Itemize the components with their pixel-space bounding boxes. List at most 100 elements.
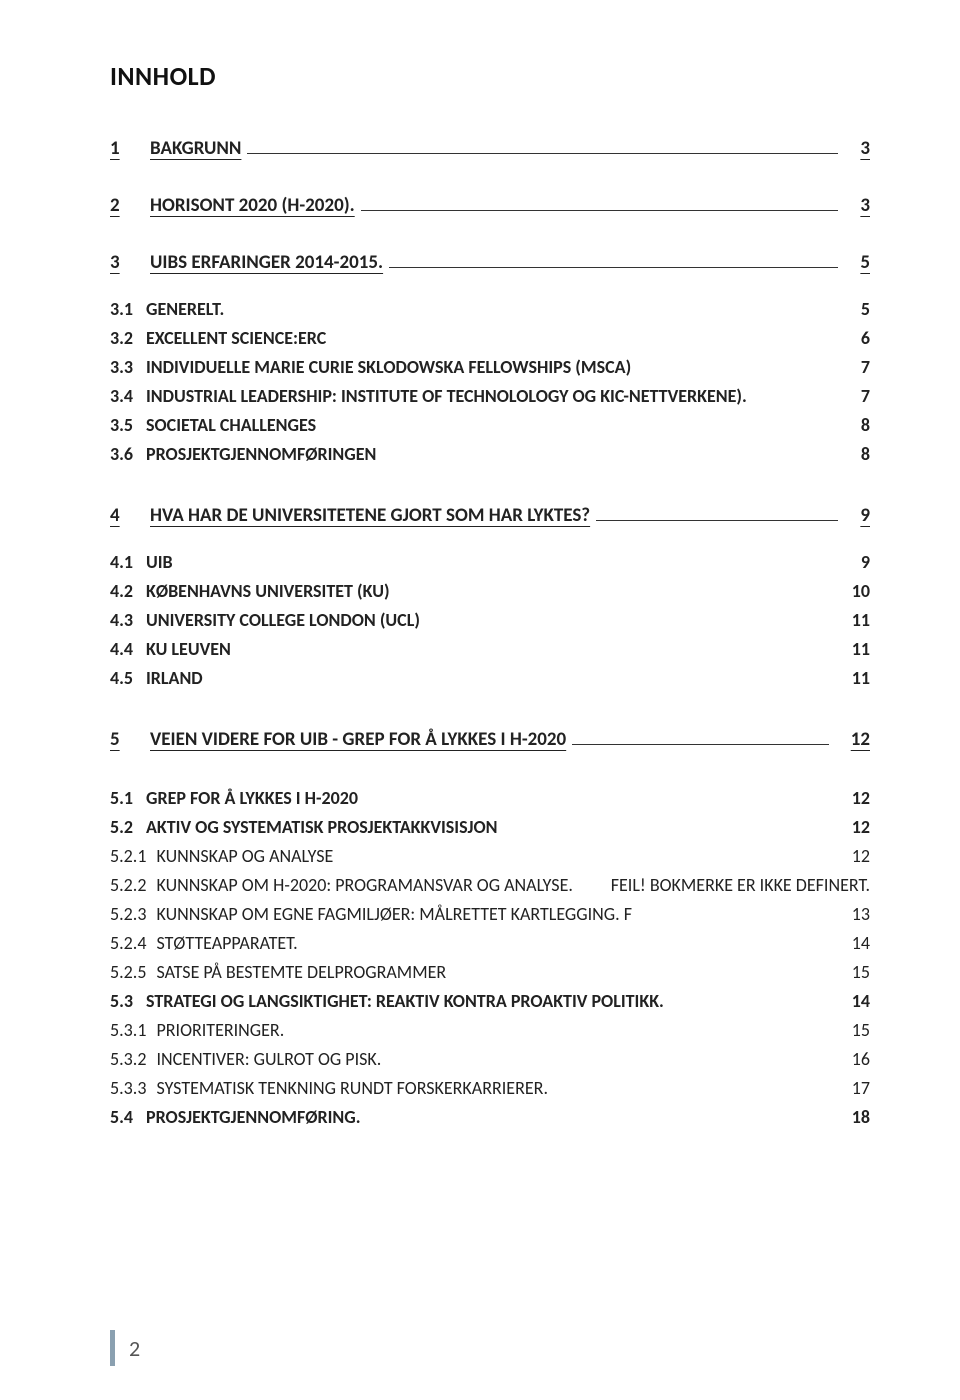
footer-page-number: 2	[129, 1335, 140, 1362]
toc-leader-line	[389, 266, 838, 268]
toc-label: GREP FOR Å LYKKES I H-2020	[146, 785, 358, 812]
toc-page: 6	[861, 325, 870, 352]
toc-page: 3	[860, 194, 870, 217]
toc-number: 4.5	[110, 665, 136, 692]
toc-page: 12	[852, 843, 870, 870]
toc-number: 5.2.4	[110, 930, 146, 957]
page-title: INNHOLD	[110, 60, 870, 92]
toc-heading-2: 4.1UIB9	[110, 549, 870, 576]
toc-label: PROSJEKTGJENNOMFØRINGEN	[146, 441, 376, 468]
toc-page: 8	[861, 412, 870, 439]
toc-heading-1: 3UIBS ERFARINGER 2014-2015.5	[110, 251, 870, 274]
toc-page: 10	[852, 578, 870, 605]
toc-page: 11	[852, 607, 870, 634]
toc-number: 5.4	[110, 1104, 136, 1131]
toc-page: 14	[852, 930, 870, 957]
toc-page: 7	[861, 383, 870, 410]
toc-page: 12	[851, 728, 870, 751]
toc-number: 3.6	[110, 441, 136, 468]
toc-leader-line	[572, 743, 829, 745]
toc-label: KUNNSKAP OM EGNE FAGMILJØER: MÅLRETTET K…	[156, 901, 632, 928]
toc-page: 11	[852, 636, 870, 663]
toc-label: KUNNSKAP OM H-2020: PROGRAMANSVAR OG ANA…	[156, 872, 572, 899]
toc-number: 3	[110, 251, 136, 274]
toc-heading-2: 3.6 PROSJEKTGJENNOMFØRINGEN 8	[110, 441, 870, 468]
toc-heading-2: 3.4 INDUSTRIAL LEADERSHIP: INSTITUTE OF T…	[110, 383, 870, 410]
toc-page: 18	[852, 1104, 870, 1131]
toc-heading-1: 4HVA HAR DE UNIVERSITETENE GJORT SOM HAR…	[110, 504, 870, 527]
toc-heading-3: 5.3.3 SYSTEMATISK TENKNING RUNDT FORSKERK…	[110, 1075, 870, 1102]
toc-number: 5.2.5	[110, 959, 146, 986]
toc-number: 3.1	[110, 296, 136, 323]
toc-gap	[110, 274, 870, 296]
toc-number: 3.5	[110, 412, 136, 439]
toc-leader-line	[596, 519, 838, 521]
toc-page: 9	[860, 504, 870, 527]
toc-heading-3: 5.3.1PRIORITERINGER.15	[110, 1017, 870, 1044]
toc-page: 15	[852, 959, 870, 986]
toc-page: 14	[852, 988, 870, 1015]
toc-label: SYSTEMATISK TENKNING RUNDT FORSKERKARRIE…	[156, 1075, 548, 1102]
toc-number: 4.3	[110, 607, 136, 634]
toc-page: 5	[861, 296, 870, 323]
toc-label: IRLAND	[146, 665, 203, 692]
toc-label: INDIVIDUELLE MARIE CURIE SKLODOWSKA FELL…	[146, 354, 631, 381]
toc-number: 5.3.2	[110, 1046, 146, 1073]
footer-bar-icon	[110, 1330, 115, 1366]
toc-page: 8	[861, 441, 870, 468]
toc-heading-2: 3.2EXCELLENT SCIENCE:ERC6	[110, 325, 870, 352]
toc-number: 3.3	[110, 354, 136, 381]
toc-leader-line	[361, 209, 839, 211]
toc-heading-2: 4.3UNIVERSITY COLLEGE LONDON (UCL)11	[110, 607, 870, 634]
toc-heading-2: 4.4KU LEUVEN11	[110, 636, 870, 663]
toc-label: HORISONT 2020 (H-2020).	[150, 194, 355, 217]
toc-heading-2: 5.3 STRATEGI OG LANGSIKTIGHET: REAKTIV KO…	[110, 988, 870, 1015]
toc-number: 5.1	[110, 785, 136, 812]
toc-label: STRATEGI OG LANGSIKTIGHET: REAKTIV KONTR…	[146, 988, 664, 1015]
toc-page: 7	[861, 354, 870, 381]
toc-heading-2: 3.3 INDIVIDUELLE MARIE CURIE SKLODOWSKA F…	[110, 354, 870, 381]
toc-label: KUNNSKAP OG ANALYSE	[156, 843, 333, 870]
toc-label: AKTIV OG SYSTEMATISK PROSJEKTAKKVISISJON	[146, 814, 498, 841]
toc-gap	[110, 470, 870, 504]
toc-heading-2: 4.2 KØBENHAVNS UNIVERSITET (KU) 10	[110, 578, 870, 605]
toc-heading-3: 5.2.3KUNNSKAP OM EGNE FAGMILJØER: MÅLRET…	[110, 901, 870, 928]
toc-number: 4	[110, 504, 136, 527]
toc-heading-3: 5.2.1 KUNNSKAP OG ANALYSE 12	[110, 843, 870, 870]
toc-heading-3: 5.2.4 STØTTEAPPARATET. 14	[110, 930, 870, 957]
toc-heading-2: 5.2 AKTIV OG SYSTEMATISK PROSJEKTAKKVISIS…	[110, 814, 870, 841]
toc-number: 5	[110, 728, 136, 751]
toc-leader-line	[247, 152, 838, 154]
toc-number: 4.4	[110, 636, 136, 663]
toc-heading-2: 4.5 IRLAND 11	[110, 665, 870, 692]
toc-page: 17	[852, 1075, 870, 1102]
page-footer: 2	[110, 1330, 140, 1366]
toc-gap	[110, 217, 870, 251]
toc-page: 11	[852, 665, 870, 692]
toc-page: 16	[852, 1046, 870, 1073]
toc-label: SOCIETAL CHALLENGES	[146, 412, 316, 439]
toc-label: PROSJEKTGJENNOMFØRING.	[146, 1104, 361, 1131]
toc-heading-2: 3.1 GENERELT. 5	[110, 296, 870, 323]
toc-page: 3	[860, 137, 870, 160]
toc-number: 3.4	[110, 383, 136, 410]
toc-gap	[110, 694, 870, 728]
toc-label: INDUSTRIAL LEADERSHIP: INSTITUTE OF TECH…	[146, 383, 747, 410]
toc-label: KØBENHAVNS UNIVERSITET (KU)	[146, 578, 390, 605]
toc-label: STØTTEAPPARATET.	[156, 930, 297, 957]
toc-page: 12	[852, 785, 870, 812]
toc-gap	[110, 751, 870, 785]
toc-heading-1: 2HORISONT 2020 (H-2020).3	[110, 194, 870, 217]
toc-heading-2: 5.1 GREP FOR Å LYKKES I H-2020 12	[110, 785, 870, 812]
toc-number: 5.2	[110, 814, 136, 841]
toc-label: GENERELT.	[146, 296, 224, 323]
toc-number: 4.1	[110, 549, 136, 576]
toc-number: 5.2.2	[110, 872, 146, 899]
toc-number: 5.3.1	[110, 1017, 146, 1044]
toc-label: INCENTIVER: GULROT OG PISK.	[156, 1046, 381, 1073]
toc-number: 5.3	[110, 988, 136, 1015]
toc-number: 5.2.1	[110, 843, 146, 870]
toc-number: 4.2	[110, 578, 136, 605]
table-of-contents: 1BAKGRUNN32HORISONT 2020 (H-2020).33UIBS…	[110, 137, 870, 1131]
toc-number: 5.3.3	[110, 1075, 146, 1102]
